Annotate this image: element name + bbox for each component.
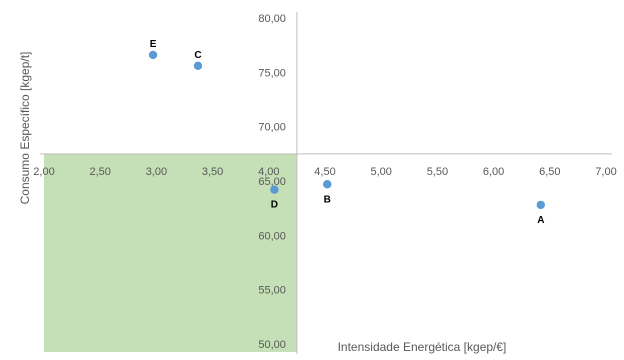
y-tick-label: 55,00 bbox=[258, 285, 286, 297]
y-tick-labels: 50,00 55,00 60,00 65,00 70,00 75,00 80,00 bbox=[258, 13, 286, 351]
y-axis-label: Consumo Específico [kgep/t] bbox=[18, 52, 32, 205]
point-label: A bbox=[537, 215, 544, 226]
x-tick-label: 7,00 bbox=[595, 166, 616, 178]
x-tick-label: 2,50 bbox=[89, 166, 110, 178]
point-label: E bbox=[150, 39, 157, 50]
point-label: B bbox=[324, 194, 331, 205]
point-label: D bbox=[271, 200, 278, 211]
x-tick-label: 3,50 bbox=[202, 166, 223, 178]
data-point bbox=[270, 185, 279, 194]
data-point bbox=[193, 61, 203, 71]
highlight-region bbox=[44, 153, 297, 352]
x-tick-label: 4,50 bbox=[314, 166, 335, 178]
data-point bbox=[536, 200, 546, 210]
x-axis-label: Intensidade Energética [kgep/€] bbox=[338, 340, 507, 354]
point-label: C bbox=[194, 50, 201, 61]
y-tick-label: 65,00 bbox=[258, 176, 286, 188]
y-tick-label: 50,00 bbox=[258, 339, 286, 351]
x-tick-labels: 2,00 2,50 3,00 3,50 4,00 4,50 5,00 5,50 6,00 6,50… bbox=[33, 166, 616, 178]
y-tick-label: 75,00 bbox=[258, 67, 286, 79]
x-tick-label: 6,50 bbox=[539, 166, 560, 178]
y-tick-label: 60,00 bbox=[258, 230, 286, 242]
data-points: A B C D E bbox=[148, 39, 546, 226]
y-tick-label: 80,00 bbox=[258, 13, 286, 25]
x-tick-label: 5,00 bbox=[370, 166, 391, 178]
data-point bbox=[148, 50, 158, 60]
x-tick-label: 4,00 bbox=[258, 166, 279, 178]
x-tick-label: 3,00 bbox=[146, 166, 167, 178]
y-tick-label: 70,00 bbox=[258, 122, 286, 134]
x-tick-label: 2,00 bbox=[33, 166, 54, 178]
x-tick-label: 6,00 bbox=[483, 166, 504, 178]
x-tick-label: 5,50 bbox=[427, 166, 448, 178]
data-point bbox=[323, 180, 332, 189]
